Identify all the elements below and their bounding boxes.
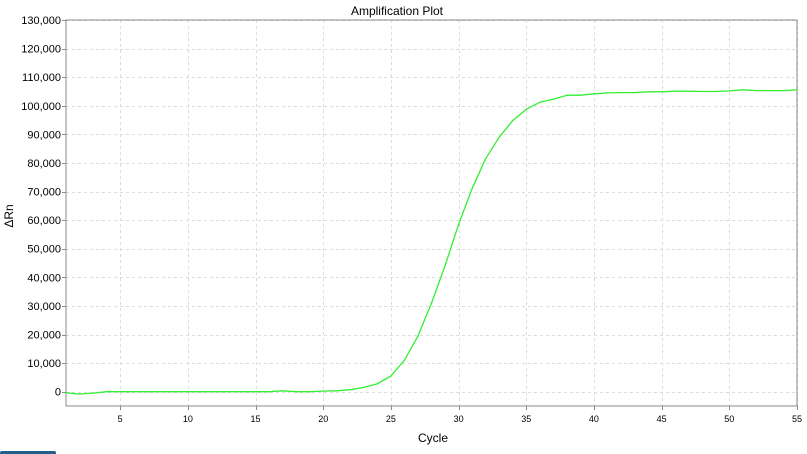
x-tick-label: 25 [386,414,396,424]
data-point [633,91,636,94]
x-tick-label: 10 [183,414,193,424]
y-tick-label: 100,000 [21,101,61,113]
data-point [92,392,94,394]
data-point [173,391,175,393]
x-tick-label: 5 [118,414,123,424]
data-point [471,188,473,190]
data-point [566,94,568,96]
data-point [769,89,771,92]
y-tick-label: 130,000 [21,15,61,27]
data-point [78,393,81,395]
x-tick-label: 55 [792,414,802,424]
data-point [674,90,676,92]
data-point [281,390,284,392]
plot-frame [65,19,798,407]
data-point [214,391,216,393]
data-point [349,389,351,391]
y-tick-label: 20,000 [27,330,61,342]
data-point [322,390,324,392]
y-axis-label: ΔRn [2,204,16,227]
data-point [363,386,365,389]
chart-title: Amplification Plot [351,4,444,18]
y-tick-label: 30,000 [27,301,61,313]
data-point [606,92,609,94]
series-line [65,89,798,395]
data-point [160,391,162,393]
data-point [498,136,500,138]
data-point [579,94,582,96]
data-point [512,119,514,122]
data-point [200,391,203,393]
x-axis-label: Cycle [418,431,448,445]
data-point [336,390,338,392]
bottom-tab-indicator [0,451,56,454]
data-point [525,108,527,110]
data-point [187,391,189,393]
data-point [796,89,798,91]
data-point [620,91,622,94]
data-point [444,265,446,267]
data-point [782,89,785,92]
x-tick-label: 50 [724,414,734,424]
data-point [309,391,311,393]
data-point [146,391,148,393]
data-point [728,90,730,92]
grid [66,20,798,406]
data-point [254,391,257,393]
y-tick-label: 40,000 [27,272,61,284]
data-point [593,93,595,95]
y-tick-label: 10,000 [27,358,61,370]
data-point [742,89,744,91]
data-point [390,375,392,377]
data-point [647,91,649,93]
x-tick-label: 45 [657,414,667,424]
x-tick-label: 40 [589,414,599,424]
y-tick-label: 50,000 [27,244,61,256]
data-point [119,391,121,393]
y-tick-label: 70,000 [27,187,61,199]
data-point [755,89,758,92]
x-tick-label: 20 [318,414,328,424]
data-point [105,391,108,393]
y-tick-label: 80,000 [27,158,61,170]
data-point [539,101,541,104]
series-layer [65,89,798,395]
data-point [457,223,460,226]
data-point [430,302,433,304]
data-point [268,391,270,393]
data-point [227,391,230,393]
x-tick-label: 15 [251,414,261,424]
data-point [241,391,243,393]
data-point [417,335,419,337]
data-point [65,392,67,394]
x-tick-label: 30 [454,414,464,424]
axes: 0 10,000 20,000 30,000 40,000 50,000 60,000 70,… [21,15,802,424]
y-tick-label: 60,000 [27,215,61,227]
data-point [403,359,406,361]
data-point [552,98,554,100]
y-tick-label: 90,000 [27,129,61,141]
data-point [376,383,379,385]
y-tick-label: 110,000 [22,72,61,84]
data-point [295,391,297,393]
y-tick-label: 120,000 [21,44,61,56]
data-point [133,391,135,393]
data-point [688,90,690,92]
data-point [660,91,663,93]
y-tick-label: 0 [55,387,61,399]
data-point [484,158,487,160]
data-point [715,90,717,93]
x-tick-label: 35 [521,414,531,424]
data-point [701,90,703,93]
